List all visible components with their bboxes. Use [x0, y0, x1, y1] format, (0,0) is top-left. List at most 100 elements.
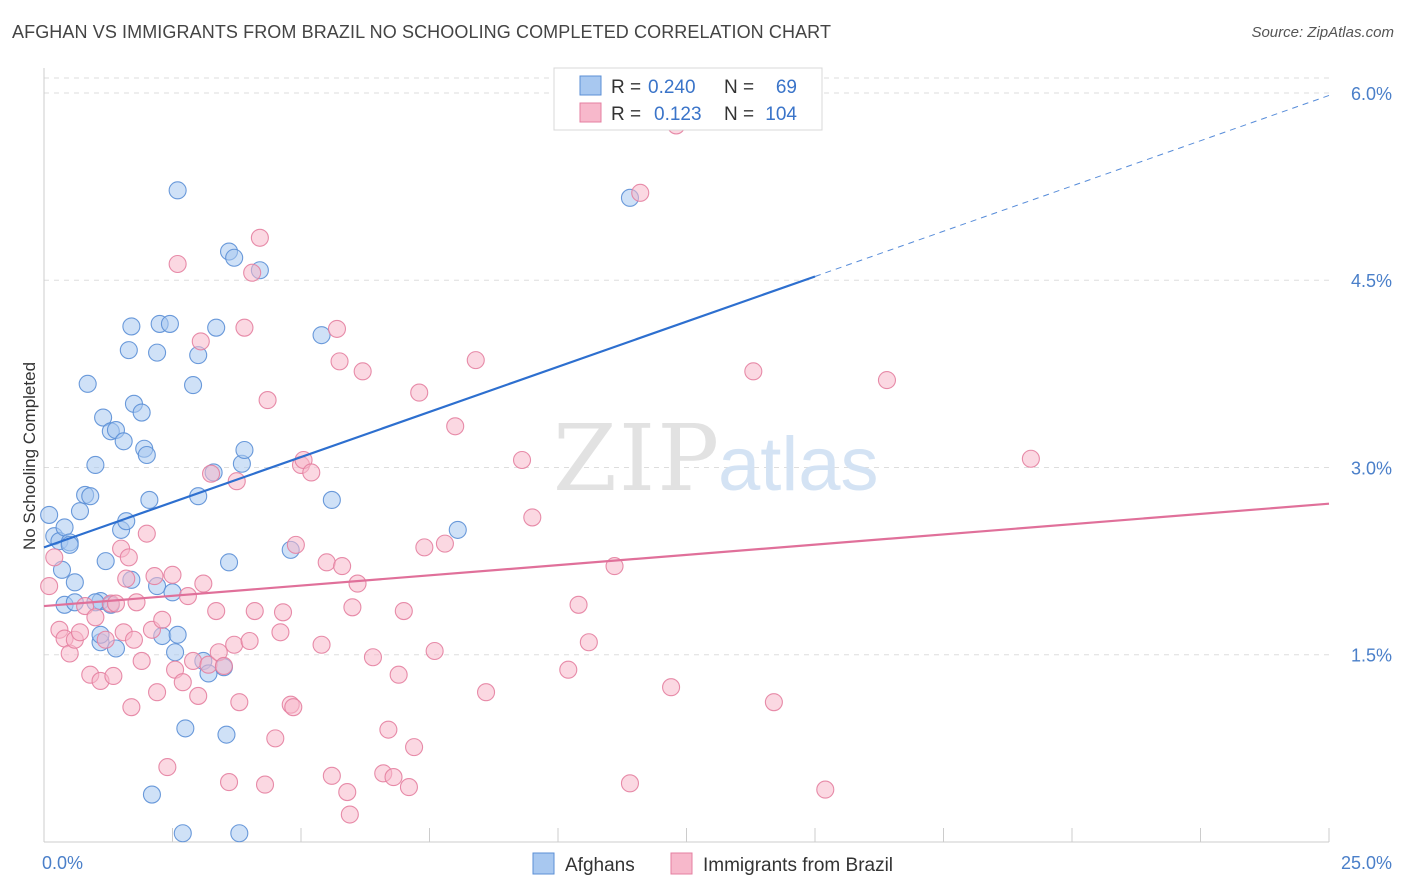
legend-n-value-brazil: 104	[765, 104, 797, 125]
brazil-point-86	[446, 417, 465, 436]
brazil-point-52	[255, 775, 275, 794]
brazil-point-100	[764, 693, 783, 712]
afghan-point-45	[176, 719, 195, 738]
afghan-point-32	[122, 317, 141, 336]
afghan-point-12	[86, 455, 105, 475]
brazil-point-55	[271, 623, 290, 642]
legend-r-value-afghan: 0.240	[648, 77, 696, 98]
y-axis-title: No Schooling Completed	[20, 362, 39, 550]
brazil-point-82	[410, 383, 429, 402]
afghan-trend-line	[43, 275, 816, 549]
brazil-point-87	[466, 351, 485, 370]
y-tick-label-0: 1.5%	[1351, 646, 1392, 666]
brazil-point-35	[189, 686, 208, 705]
brazil-point-99	[744, 362, 763, 381]
afghan-point-0	[40, 505, 59, 524]
brazil-point-83	[415, 538, 434, 557]
chart-source: Source: ZipAtlas.com	[1251, 24, 1394, 41]
brazil-point-46	[230, 693, 249, 712]
afghan-point-52	[207, 318, 226, 337]
brazil-point-74	[363, 648, 383, 667]
brazil-point-85	[435, 534, 454, 553]
brazil-point-59	[286, 535, 305, 554]
legend-swatch-brazil	[579, 102, 602, 123]
legend-n-value-afghan: 69	[776, 77, 797, 98]
legend-r-value-brazil: 0.123	[654, 104, 702, 125]
brazil-point-62	[302, 463, 321, 482]
brazil-point-81	[405, 738, 424, 757]
brazil-point-67	[330, 352, 349, 371]
watermark-atlas: atlas	[718, 422, 879, 507]
afghan-point-24	[114, 432, 133, 451]
afghan-trend-extension	[814, 94, 1330, 277]
x-tick-label-max: 25.0%	[1341, 853, 1392, 873]
legend-bottom-swatch-afghan	[532, 852, 555, 875]
legend-bottom-swatch-brazil	[670, 852, 693, 875]
brazil-point-27	[153, 610, 172, 629]
afghan-point-39	[160, 314, 179, 333]
brazil-point-49	[243, 263, 262, 282]
afghan-point-18	[96, 552, 115, 571]
brazil-point-71	[343, 598, 362, 617]
brazil-point-89	[512, 450, 532, 470]
afghan-point-30	[137, 445, 156, 465]
brazil-point-84	[425, 641, 444, 661]
x-tick-label-min: 0.0%	[42, 853, 83, 873]
brazil-point-65	[322, 766, 341, 785]
x-tick-labels: 0.0% 25.0%	[42, 853, 1392, 873]
brazil-point-58	[284, 698, 303, 717]
afghan-point-3	[55, 518, 74, 537]
brazil-point-13	[104, 666, 123, 686]
brazil-point-44	[225, 635, 244, 654]
brazil-point-88	[476, 683, 496, 702]
brazil-point-6	[70, 623, 90, 642]
afghan-point-10	[81, 487, 100, 506]
y-tick-labels: 1.5% 3.0% 4.5% 6.0%	[1351, 84, 1392, 666]
afghan-point-11	[78, 374, 97, 393]
afghan-point-40	[163, 583, 182, 602]
brazil-point-102	[877, 371, 897, 390]
brazil-point-42	[214, 656, 233, 676]
axes	[43, 68, 1329, 843]
legend-n-label-brazil: N =	[724, 104, 754, 125]
afghan-point-37	[148, 343, 167, 362]
afghan-point-20	[94, 408, 113, 427]
afghan-point-64	[322, 490, 341, 509]
brazil-point-95	[620, 774, 640, 793]
brazil-point-90	[523, 508, 542, 527]
brazil-point-19	[122, 698, 141, 717]
brazil-point-22	[132, 651, 151, 671]
brazil-point-51	[250, 228, 269, 247]
brazil-point-68	[333, 557, 352, 576]
brazil-point-92	[569, 595, 588, 614]
legend-swatch-afghan	[579, 75, 602, 96]
afghan-point-65	[448, 520, 467, 539]
brazil-trend-line	[43, 502, 1330, 608]
afghan-point-35	[142, 785, 161, 804]
legend-bottom-label-afghan: Afghans	[565, 855, 635, 876]
brazil-point-54	[266, 729, 285, 748]
brazil-point-48	[240, 631, 259, 651]
afghan-point-63	[312, 326, 331, 345]
brazil-point-25	[145, 567, 164, 586]
brazil-point-70	[340, 805, 359, 824]
brazil-point-76	[379, 720, 398, 739]
y-tick-label-3: 6.0%	[1351, 84, 1392, 104]
brazil-point-20	[124, 630, 143, 649]
brazil-point-56	[273, 603, 293, 622]
brazil-point-47	[235, 318, 254, 337]
chart-title: AFGHAN VS IMMIGRANTS FROM BRAZIL NO SCHO…	[12, 22, 832, 42]
brazil-point-63	[312, 635, 331, 654]
trend-lines	[43, 94, 1330, 608]
afghan-point-44	[173, 824, 192, 843]
legend-r-label-afghan: R =	[611, 77, 641, 98]
afghan-point-43	[168, 181, 187, 200]
brazil-point-1	[45, 548, 64, 567]
brazil-point-32	[173, 673, 192, 692]
brazil-point-91	[559, 660, 578, 679]
brazil-point-53	[258, 391, 277, 410]
afghan-point-55	[219, 553, 239, 572]
brazil-point-97	[662, 678, 681, 697]
afghan-point-57	[225, 248, 244, 267]
brazil-point-29	[163, 565, 182, 584]
